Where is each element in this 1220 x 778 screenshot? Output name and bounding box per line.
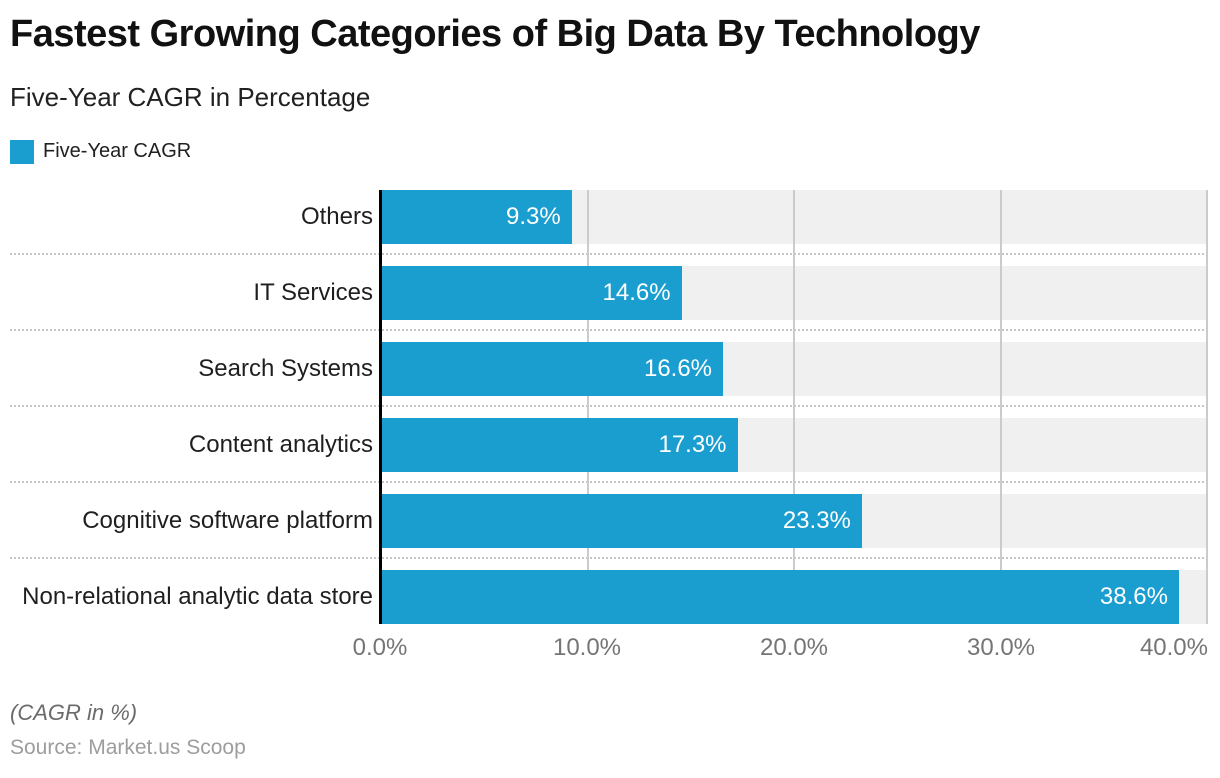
x-tick-label: 20.0% (759, 633, 829, 661)
x-tick-label: 40.0% (1139, 633, 1208, 661)
page-title: Fastest Growing Categories of Big Data B… (10, 13, 980, 55)
legend: Five-Year CAGR (10, 139, 1208, 164)
bar-track: 38.6% (379, 569, 1208, 624)
x-axis-ticks: 0.0% 10.0% 20.0% 30.0% 40.0% (353, 624, 1208, 661)
bar-row: Others 9.3% (10, 189, 1208, 266)
bar-track: 23.3% (379, 493, 1208, 548)
category-label: Content analytics (188, 430, 373, 458)
category-label: Others (300, 202, 373, 230)
bar-track: 14.6% (379, 265, 1208, 320)
legend-label: Five-Year CAGR (43, 140, 192, 163)
footer-note: (CAGR in %) (10, 699, 138, 725)
bar: 17.3% (379, 417, 738, 472)
bar-value-label: 9.3% (506, 202, 561, 230)
bar-row: Content analytics 17.3% (10, 417, 1208, 494)
bar-rows: Others 9.3% IT Services 14.6% Search Systems… (10, 189, 1208, 624)
bar-row: Non-relational analytic data store 38.6% (10, 569, 1208, 624)
bar-track: 16.6% (379, 341, 1208, 396)
bar-track: 17.3% (379, 417, 1208, 472)
bar: 23.3% (379, 493, 862, 548)
category-label: Cognitive software platform (82, 506, 373, 534)
bar-row: Search Systems 16.6% (10, 341, 1208, 418)
x-tick-label: 10.0% (552, 633, 622, 661)
bar-value-label: 38.6% (1099, 582, 1168, 610)
category-label: Search Systems (198, 354, 373, 382)
legend-item: Five-Year CAGR (10, 139, 192, 164)
x-tick-label: 30.0% (966, 633, 1036, 661)
x-tick-label: 0.0% (352, 633, 408, 661)
bar: 14.6% (379, 265, 682, 320)
bar-track: 9.3% (379, 189, 1208, 244)
category-label: IT Services (253, 278, 373, 306)
bar-value-label: 16.6% (643, 354, 713, 382)
source-text: Source: Market.us Scoop (10, 735, 246, 759)
bar-value-label: 17.3% (658, 430, 727, 458)
bar: 9.3% (379, 189, 572, 244)
y-axis-line (379, 189, 382, 624)
bar-value-label: 14.6% (602, 278, 671, 306)
bar: 16.6% (379, 341, 724, 396)
bar-row: Cognitive software platform 23.3% (10, 493, 1208, 570)
bar-value-label: 23.3% (782, 506, 851, 534)
bar-chart: Others 9.3% IT Services 14.6% Search Systems… (10, 189, 1208, 661)
bar: 38.6% (379, 569, 1179, 624)
bar-row: IT Services 14.6% (10, 265, 1208, 342)
legend-swatch (10, 139, 34, 164)
category-label: Non-relational analytic data store (22, 582, 373, 610)
page-subtitle: Five-Year CAGR in Percentage (10, 81, 371, 112)
